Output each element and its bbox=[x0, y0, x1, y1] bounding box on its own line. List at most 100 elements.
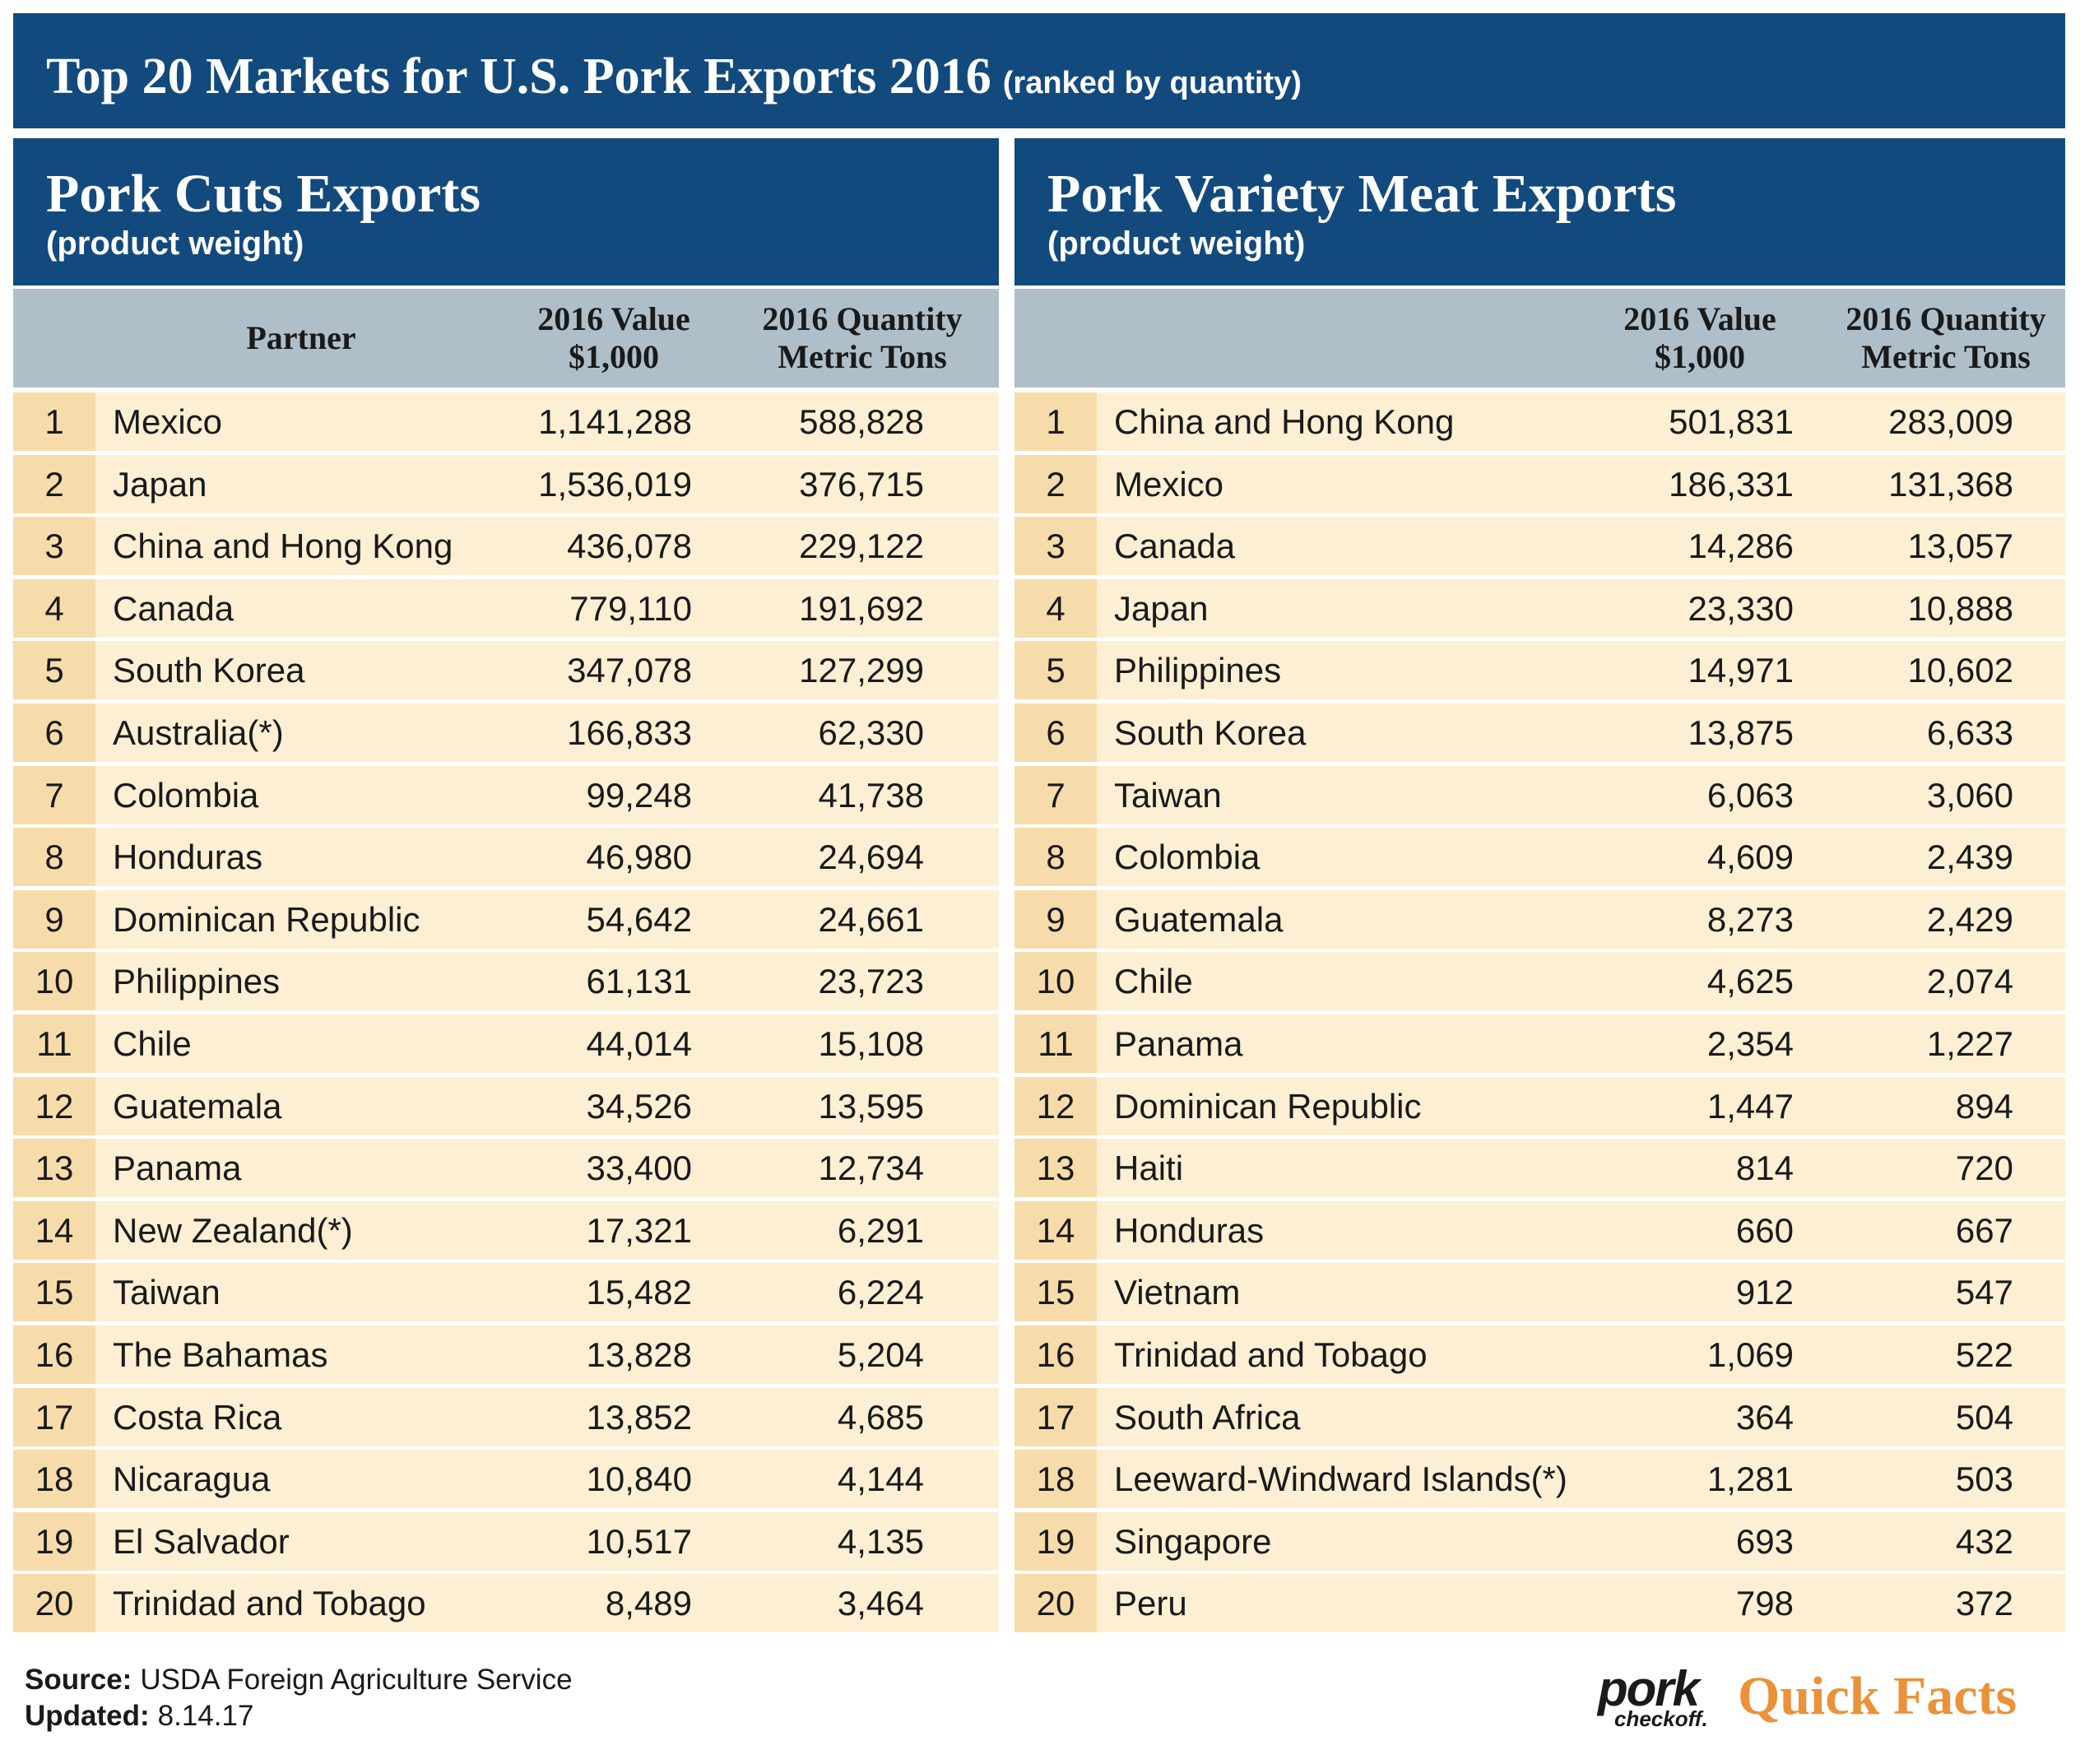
rank: 14 bbox=[13, 1200, 95, 1260]
partner: Costa Rica bbox=[113, 1397, 282, 1437]
table-row: 6 Australia(*) 166,833 62,330 bbox=[13, 703, 999, 762]
table-header: Pork Variety Meat Exports (product weight… bbox=[1014, 138, 2065, 285]
value: 54,642 bbox=[586, 899, 692, 939]
column-header: Metric Tons bbox=[778, 338, 947, 375]
rank: 19 bbox=[1014, 1511, 1097, 1571]
subtitle: (ranked by quantity) bbox=[1002, 66, 1302, 100]
rank: 1 bbox=[13, 392, 95, 451]
partner: Trinidad and Tobago bbox=[1114, 1335, 1428, 1374]
partner: Dominican Republic bbox=[1114, 1086, 1422, 1126]
value: 660 bbox=[1735, 1210, 1794, 1250]
rank: 2 bbox=[1014, 454, 1097, 513]
partner: Haiti bbox=[1114, 1149, 1184, 1188]
quantity: 2,429 bbox=[1926, 899, 2013, 939]
table-row: 17 Costa Rica 13,852 4,685 bbox=[13, 1387, 999, 1446]
title-band: Top 20 Markets for U.S. Pork Exports 201… bbox=[13, 13, 2065, 128]
value: 166,833 bbox=[567, 713, 692, 752]
rank: 18 bbox=[1014, 1450, 1097, 1509]
value: 15,482 bbox=[586, 1273, 692, 1312]
value: 501,831 bbox=[1669, 402, 1794, 441]
quantity: 6,224 bbox=[837, 1273, 924, 1312]
value: 347,078 bbox=[567, 651, 692, 690]
value: 44,014 bbox=[586, 1024, 692, 1063]
rank: 3 bbox=[1014, 517, 1097, 576]
partner: The Bahamas bbox=[113, 1335, 328, 1374]
quantity: 522 bbox=[1955, 1335, 2013, 1374]
table-row: 15 Vietnam 912 547 bbox=[1014, 1263, 2065, 1322]
partner: Mexico bbox=[113, 402, 223, 441]
value: 814 bbox=[1735, 1149, 1794, 1188]
quantity: 2,074 bbox=[1926, 962, 2013, 1001]
column-header: 2016 Value bbox=[1623, 300, 1776, 337]
partner: Japan bbox=[113, 464, 207, 504]
table-row: 13 Haiti 814 720 bbox=[1014, 1139, 2065, 1198]
rank: 6 bbox=[13, 703, 95, 762]
partner: Dominican Republic bbox=[113, 899, 420, 939]
rank: 6 bbox=[1014, 703, 1097, 762]
quantity: 2,439 bbox=[1926, 838, 2013, 877]
rank: 1 bbox=[1014, 392, 1097, 451]
table-row: 6 South Korea 13,875 6,633 bbox=[1014, 703, 2065, 762]
value: 13,875 bbox=[1688, 713, 1794, 752]
table-row: 1 China and Hong Kong 501,831 283,009 bbox=[1014, 392, 2065, 451]
value: 61,131 bbox=[586, 962, 692, 1001]
partner: Philippines bbox=[113, 962, 281, 1001]
partner: Trinidad and Tobago bbox=[113, 1584, 426, 1623]
table-row: 9 Dominican Republic 54,642 24,661 bbox=[13, 889, 999, 949]
quantity: 432 bbox=[1955, 1521, 2013, 1561]
partner: El Salvador bbox=[113, 1521, 290, 1561]
quantity: 6,291 bbox=[837, 1210, 924, 1250]
table-row: 20 Trinidad and Tobago 8,489 3,464 bbox=[13, 1574, 999, 1633]
value: 34,526 bbox=[586, 1086, 692, 1126]
value: 4,609 bbox=[1706, 838, 1794, 877]
rank: 18 bbox=[13, 1450, 95, 1509]
table-row: 16 Trinidad and Tobago 1,069 522 bbox=[1014, 1325, 2065, 1384]
quantity: 283,009 bbox=[1888, 402, 2013, 441]
partner: Peru bbox=[1114, 1584, 1187, 1623]
quantity: 41,738 bbox=[818, 775, 924, 815]
quantity: 547 bbox=[1955, 1273, 2013, 1312]
table-row: 14 Honduras 660 667 bbox=[1014, 1200, 2065, 1260]
logo-tagline: Quick Facts bbox=[1738, 1666, 2017, 1726]
partner: Honduras bbox=[1114, 1210, 1265, 1250]
partner: Canada bbox=[1114, 527, 1236, 566]
table-row: 20 Peru 798 372 bbox=[1014, 1574, 2065, 1633]
quantity: 4,685 bbox=[837, 1397, 924, 1437]
table-row: 10 Philippines 61,131 23,723 bbox=[13, 952, 999, 1011]
rank: 15 bbox=[1014, 1263, 1097, 1322]
partner: Japan bbox=[1114, 588, 1209, 628]
column-header: Metric Tons bbox=[1861, 338, 2031, 375]
table-row: 2 Mexico 186,331 131,368 bbox=[1014, 454, 2065, 513]
table-row: 18 Nicaragua 10,840 4,144 bbox=[13, 1450, 999, 1509]
quantity: 24,694 bbox=[818, 838, 924, 877]
value: 8,489 bbox=[605, 1584, 692, 1623]
rank: 8 bbox=[1014, 828, 1097, 887]
quantity: 503 bbox=[1955, 1460, 2013, 1499]
logo-brand: pork bbox=[1598, 1661, 1700, 1716]
quantity: 6,633 bbox=[1926, 713, 2013, 752]
table-header: Pork Cuts Exports (product weight) bbox=[13, 138, 999, 285]
table-title: Pork Cuts Exports bbox=[46, 164, 481, 224]
quantity: 127,299 bbox=[799, 651, 924, 690]
table-row: 11 Chile 44,014 15,108 bbox=[13, 1014, 999, 1073]
partner: China and Hong Kong bbox=[113, 527, 453, 566]
table-row: 19 El Salvador 10,517 4,135 bbox=[13, 1511, 999, 1571]
quantity: 13,057 bbox=[1907, 527, 2013, 566]
table-row: 4 Japan 23,330 10,888 bbox=[1014, 578, 2065, 638]
updated-label: Updated: bbox=[25, 1700, 150, 1732]
quantity: 10,602 bbox=[1907, 651, 2013, 690]
quantity: 229,122 bbox=[799, 527, 924, 566]
value: 693 bbox=[1735, 1521, 1794, 1561]
title-line: Top 20 Markets for U.S. Pork Exports 201… bbox=[46, 48, 1302, 106]
partner: South Korea bbox=[113, 651, 305, 690]
column-headers: 2016 Value $1,000 2016 Quantity Metric Tons bbox=[1014, 289, 2065, 388]
value: 1,141,288 bbox=[538, 402, 692, 441]
table-row: 1 Mexico 1,141,288 588,828 bbox=[13, 392, 999, 451]
column-header: 2016 Quantity bbox=[1846, 300, 2046, 337]
partner: Nicaragua bbox=[113, 1460, 271, 1499]
rank: 9 bbox=[1014, 889, 1097, 949]
partner: Honduras bbox=[113, 838, 263, 877]
quantity: 15,108 bbox=[818, 1024, 924, 1063]
value: 364 bbox=[1735, 1397, 1794, 1437]
